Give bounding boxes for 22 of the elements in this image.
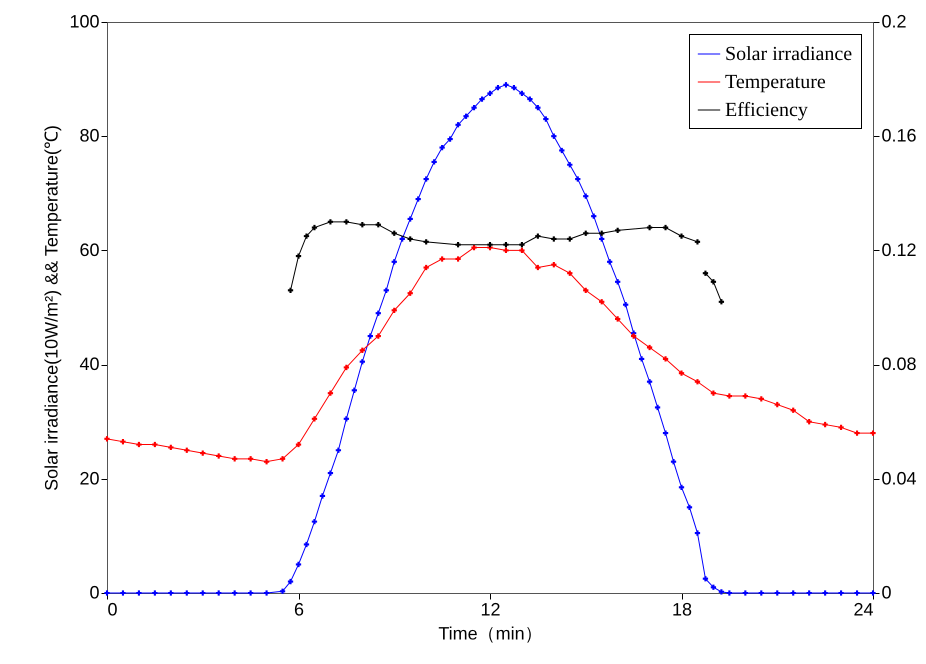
y-axis-title: Solar irradiance(10W/m²) && Temperature(℃)	[41, 125, 62, 491]
y2-tick-label: 0.16	[882, 126, 917, 146]
y2-tick-label: 0.08	[882, 354, 917, 374]
y-tick-label: 100	[69, 12, 100, 32]
y2-tick-label: 0	[882, 582, 892, 602]
x-tick-label: 12	[480, 600, 501, 620]
y2-tick-label: 0.04	[882, 468, 917, 488]
y2-tick-label: 0.2	[882, 12, 907, 32]
y-tick-label: 20	[79, 468, 100, 488]
x-tick-label: 0	[108, 600, 118, 620]
y-tick-label: 80	[79, 126, 100, 146]
x-axis-title: Time（min）	[438, 624, 543, 644]
x-tick-label: 24	[853, 600, 874, 620]
legend-label: Efficiency	[725, 99, 808, 121]
x-tick-label: 6	[294, 600, 304, 620]
y2-tick-label: 0.12	[882, 240, 917, 260]
y-tick-label: 40	[79, 354, 100, 374]
y-tick-label: 0	[89, 582, 100, 602]
legend-label: Solar irradiance	[725, 43, 852, 65]
y-tick-label: 60	[79, 240, 100, 260]
legend-label: Temperature	[725, 71, 826, 93]
x-tick-label: 18	[672, 600, 692, 620]
